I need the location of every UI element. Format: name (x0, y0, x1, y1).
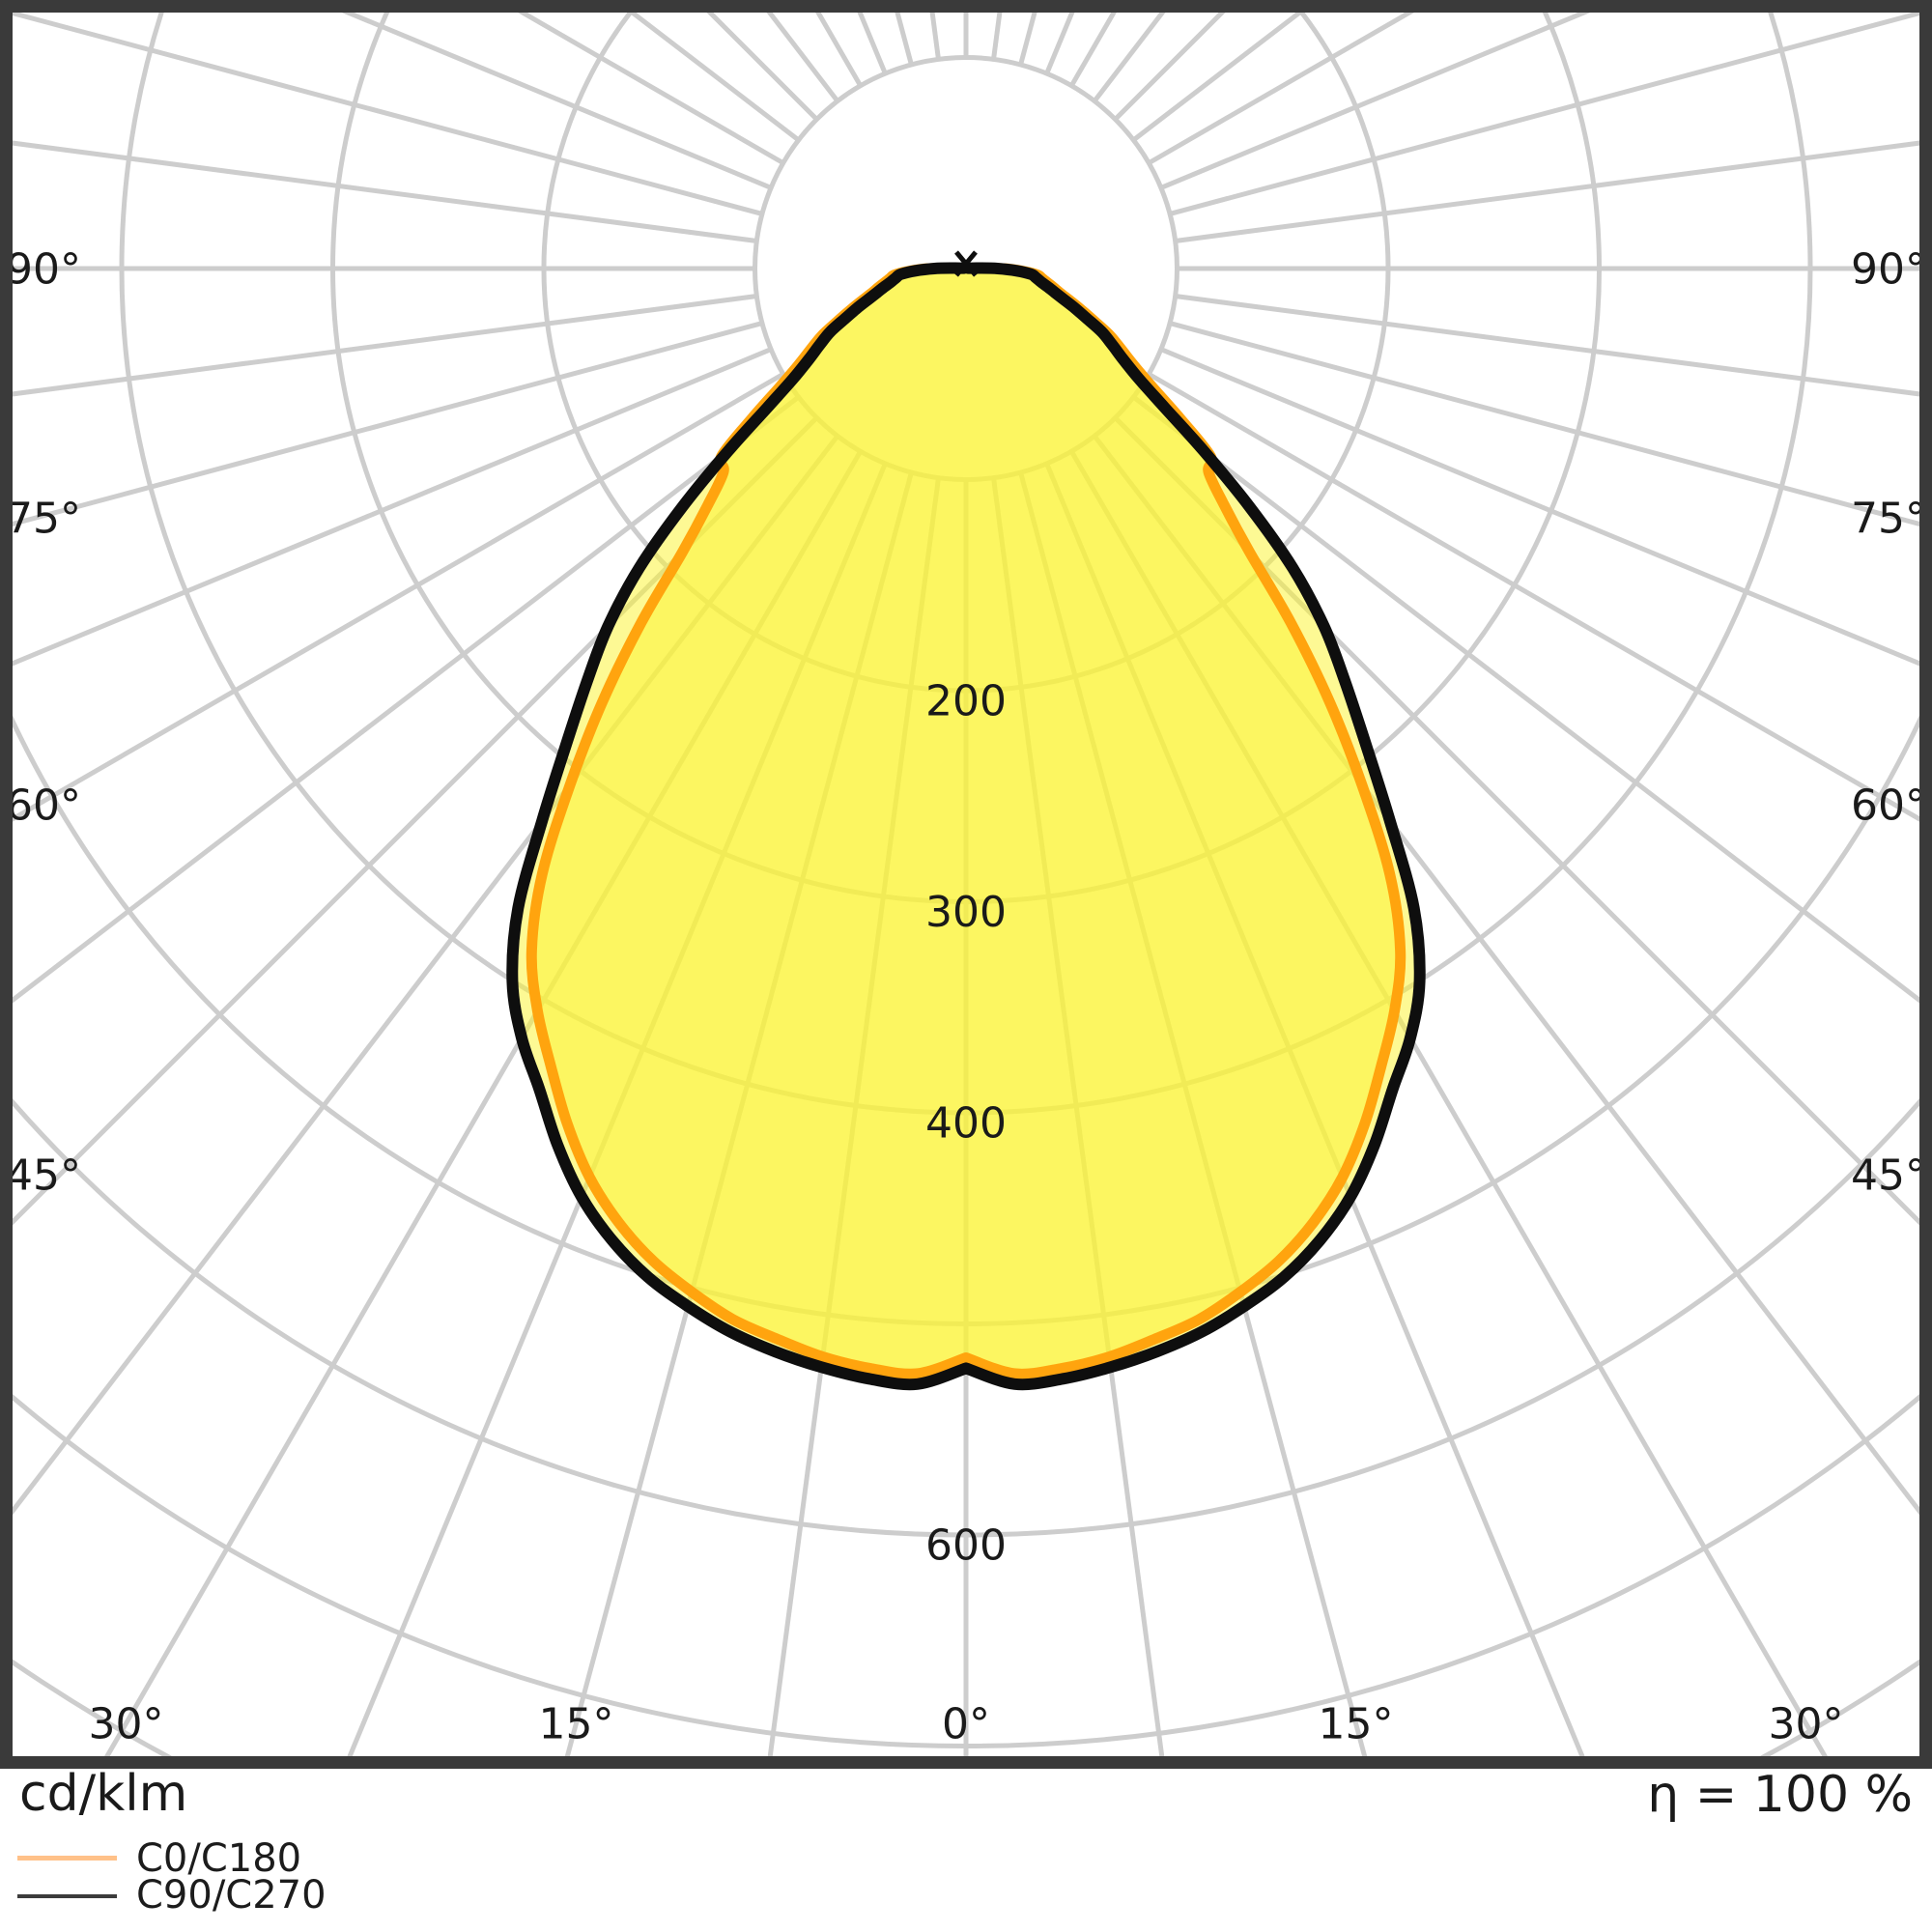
angle-label-left: 90° (6, 244, 81, 294)
efficiency-label: η = 100 % (1647, 1766, 1913, 1824)
ring-label: 600 (925, 1520, 1007, 1570)
polar-spoke (13, 415, 819, 1226)
angle-label-right: 75° (1851, 494, 1926, 543)
legend-label-c90: C90/C270 (136, 1873, 327, 1918)
polar-spoke (1147, 13, 1414, 165)
polar-spoke (1175, 140, 1919, 243)
ring-label: 200 (925, 676, 1007, 725)
legend-line-c0-icon (17, 1856, 117, 1861)
polar-spoke (1159, 347, 1919, 667)
angle-label-right: 45° (1851, 1151, 1926, 1200)
center-marker (954, 250, 978, 277)
polar-spoke (1147, 372, 1919, 822)
angle-label-left: 60° (6, 781, 81, 830)
c90-curve (506, 262, 1426, 1391)
angle-label-bottom: 15° (1319, 1699, 1394, 1748)
angle-label-right: 60° (1851, 781, 1926, 830)
polar-spoke (13, 13, 763, 216)
polar-spoke (13, 321, 763, 527)
polar-spoke (13, 294, 757, 397)
legend-line-c90-icon (17, 1894, 117, 1898)
polar-spoke (1175, 294, 1919, 397)
polar-spoke (341, 13, 773, 190)
polar-spoke (13, 347, 773, 667)
angle-label-bottom: 15° (538, 1699, 613, 1748)
c0-fill (531, 267, 1401, 1375)
angle-label-left: 45° (6, 1151, 81, 1200)
polar-spoke (13, 395, 801, 1004)
polar-spoke (518, 13, 785, 165)
polar-spoke (13, 372, 785, 822)
angle-label-bottom: 30° (1768, 1699, 1843, 1748)
legend-label-c0: C0/C180 (136, 1836, 302, 1881)
angle-label-right: 90° (1851, 244, 1926, 294)
polar-spoke (1131, 395, 1919, 1004)
polar-spoke (1169, 321, 1919, 527)
polar-spoke (1169, 13, 1919, 216)
ring-label: 400 (925, 1098, 1007, 1148)
polar-spoke (13, 140, 757, 243)
unit-label: cd/klm (19, 1765, 188, 1823)
angle-label-bottom: 0° (942, 1699, 990, 1748)
angle-label-bottom: 30° (89, 1699, 164, 1748)
polar-spoke (1113, 415, 1919, 1226)
ring-label: 300 (925, 888, 1007, 937)
angle-label-left: 75° (6, 494, 81, 543)
polar-spoke (1159, 13, 1591, 190)
plot-border (0, 0, 1932, 1769)
